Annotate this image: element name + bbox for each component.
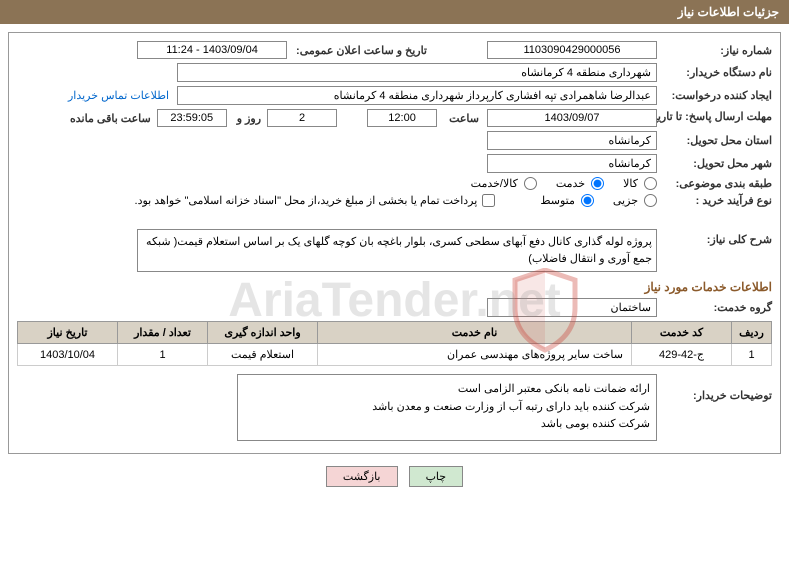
deadline-hour-value: 12:00 (367, 109, 437, 127)
buyer-org-value: شهرداری منطقه 4 کرمانشاه (177, 63, 657, 82)
cell-date: 1403/10/04 (18, 344, 118, 366)
buyer-notes-box: ارائه ضمانت نامه بانکی معتبر الزامی است … (237, 374, 657, 441)
row-requester: ایجاد کننده درخواست: عبدالرضا شاهمرادی ت… (17, 86, 772, 105)
category-label: طبقه بندی موضوعی: (657, 177, 772, 190)
buyer-org-label: نام دستگاه خریدار: (657, 66, 772, 79)
need-number-value: 1103090429000056 (487, 41, 657, 59)
main-container: AriaTender.net شماره نیاز: 1103090429000… (8, 32, 781, 454)
cell-row: 1 (732, 344, 772, 366)
purchase-type-label: نوع فرآیند خرید : (657, 194, 772, 207)
service-group-value: ساختمان (487, 298, 657, 317)
delivery-province-label: استان محل تحویل: (657, 134, 772, 147)
medium-radio-label: متوسط (540, 194, 575, 207)
back-button[interactable]: بازگشت (326, 466, 398, 487)
th-code: کد خدمت (632, 322, 732, 344)
goods-radio[interactable] (644, 177, 657, 190)
payment-checkbox-row: پرداخت تمام یا بخشی از مبلغ خرید،از محل … (135, 194, 496, 207)
delivery-city-label: شهر محل تحویل: (657, 157, 772, 170)
time-remaining-value: 23:59:05 (157, 109, 227, 127)
print-button[interactable]: چاپ (409, 466, 464, 487)
cell-qty: 1 (118, 344, 208, 366)
buyer-notes-line3: شرکت کننده بومی باشد (244, 416, 650, 434)
service-group-label: گروه خدمت: (657, 301, 772, 314)
announce-datetime-value: 1403/09/04 - 11:24 (137, 41, 287, 59)
row-buyer-org: نام دستگاه خریدار: شهرداری منطقه 4 کرمان… (17, 63, 772, 82)
need-number-label: شماره نیاز: (657, 44, 772, 57)
delivery-province-value: کرمانشاه (487, 131, 657, 150)
cell-unit: استعلام قیمت (208, 344, 318, 366)
hour-label: ساعت (445, 112, 479, 125)
category-radio-group: کالا خدمت کالا/خدمت (456, 177, 657, 190)
page-title: جزئیات اطلاعات نیاز (678, 5, 779, 19)
payment-note-label: پرداخت تمام یا بخشی از مبلغ خرید،از محل … (135, 194, 478, 207)
medium-radio[interactable] (581, 194, 594, 207)
cell-name: ساخت سایر پروژه‌های مهندسی عمران (318, 344, 632, 366)
goods-service-radio[interactable] (524, 177, 537, 190)
th-unit: واحد اندازه گیری (208, 322, 318, 344)
goods-radio-label: کالا (623, 177, 638, 190)
th-qty: تعداد / مقدار (118, 322, 208, 344)
services-section-title: اطلاعات خدمات مورد نیاز (17, 280, 772, 294)
table-header-row: ردیف کد خدمت نام خدمت واحد اندازه گیری ت… (18, 322, 772, 344)
table-row: 1 ج-42-429 ساخت سایر پروژه‌های مهندسی عم… (18, 344, 772, 366)
th-row: ردیف (732, 322, 772, 344)
minor-radio-label: جزیی (613, 194, 638, 207)
cell-code: ج-42-429 (632, 344, 732, 366)
purchase-type-radio-group: جزیی متوسط (525, 194, 657, 207)
requester-value: عبدالرضا شاهمرادی تپه افشاری کارپرداز شه… (177, 86, 657, 105)
row-deadline: مهلت ارسال پاسخ: تا تاریخ: 1403/09/07 سا… (17, 109, 772, 127)
page-header: جزئیات اطلاعات نیاز (0, 0, 789, 24)
deadline-label: مهلت ارسال پاسخ: تا تاریخ: (657, 111, 772, 124)
announce-datetime-label: تاریخ و ساعت اعلان عمومی: (292, 44, 427, 57)
minor-radio[interactable] (644, 194, 657, 207)
delivery-city-value: کرمانشاه (487, 154, 657, 173)
row-buyer-notes: توضیحات خریدار: ارائه ضمانت نامه بانکی م… (17, 374, 772, 441)
row-description: شرح کلی نیاز: پروژه لوله گذاری کانال دفع… (17, 229, 772, 272)
button-row: چاپ بازگشت (0, 466, 789, 487)
days-and-label: روز و (233, 112, 261, 125)
th-name: نام خدمت (318, 322, 632, 344)
buyer-notes-label: توضیحات خریدار: (657, 374, 772, 402)
description-label: شرح کلی نیاز: (657, 229, 772, 246)
service-radio[interactable] (591, 177, 604, 190)
row-service-group: گروه خدمت: ساختمان (17, 298, 772, 317)
buyer-notes-line1: ارائه ضمانت نامه بانکی معتبر الزامی است (244, 381, 650, 399)
buyer-contact-link[interactable]: اطلاعات تماس خریدار (68, 89, 169, 102)
row-need-number: شماره نیاز: 1103090429000056 تاریخ و ساع… (17, 41, 772, 59)
th-date: تاریخ نیاز (18, 322, 118, 344)
days-count-value: 2 (267, 109, 337, 127)
buyer-notes-line2: شرکت کننده باید دارای رتبه آب از وزارت ص… (244, 399, 650, 417)
goods-service-radio-label: کالا/خدمت (471, 177, 518, 190)
payment-checkbox[interactable] (482, 194, 495, 207)
requester-label: ایجاد کننده درخواست: (657, 89, 772, 102)
deadline-date-value: 1403/09/07 (487, 109, 657, 127)
row-category: طبقه بندی موضوعی: کالا خدمت کالا/خدمت (17, 177, 772, 190)
services-table: ردیف کد خدمت نام خدمت واحد اندازه گیری ت… (17, 321, 772, 366)
description-value: پروژه لوله گذاری کانال دفع آبهای سطحی کس… (137, 229, 657, 272)
time-remaining-label: ساعت باقی مانده (66, 112, 151, 125)
service-radio-label: خدمت (556, 177, 585, 190)
row-delivery-province: استان محل تحویل: کرمانشاه (17, 131, 772, 150)
row-delivery-city: شهر محل تحویل: کرمانشاه (17, 154, 772, 173)
row-purchase-type: نوع فرآیند خرید : جزیی متوسط پرداخت تمام… (17, 194, 772, 207)
